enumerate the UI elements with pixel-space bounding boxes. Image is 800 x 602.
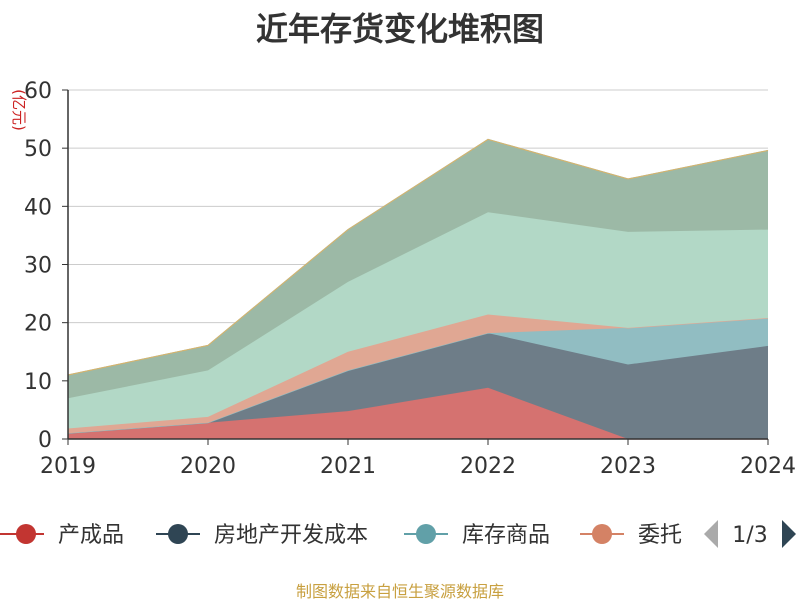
x-tick-label: 2022	[460, 454, 516, 479]
stack-top-outline	[67, 138, 769, 376]
legend-label: 房地产开发成本	[214, 523, 368, 548]
label-layer: 0 10 20 30 40 50 60 2019 2020 2021 2022 2023 2024 (亿元…	[10, 79, 796, 479]
y-tick-label: 40	[24, 195, 52, 220]
data-source-note: 制图数据来自恒生聚源数据库	[295, 582, 504, 601]
legend-item-0[interactable]: 产成品	[0, 523, 124, 548]
legend-label: 委托	[638, 523, 682, 548]
x-tick-label: 2019	[40, 454, 96, 479]
legend-marker	[16, 524, 36, 544]
y-tick-label: 50	[24, 137, 52, 162]
axis-layer	[62, 89, 769, 445]
y-tick-label: 10	[24, 370, 52, 395]
legend-marker	[416, 524, 436, 544]
y-tick-label: 30	[24, 254, 52, 279]
legend[interactable]: 产成品 房地产开发成本 库存商品 委托 1/3	[0, 520, 796, 548]
y-tick-label: 0	[38, 428, 52, 453]
x-tick-label: 2020	[180, 454, 236, 479]
legend-item-2[interactable]: 库存商品	[404, 523, 550, 548]
legend-page-indicator: 1/3	[732, 523, 767, 548]
legend-label: 产成品	[58, 523, 124, 548]
y-unit-label: (亿元)	[10, 89, 28, 131]
y-tick-label: 20	[24, 312, 52, 337]
area-series-4[interactable]	[68, 212, 768, 429]
x-tick-label: 2021	[320, 454, 376, 479]
x-tick-label: 2023	[600, 454, 656, 479]
chart-title: 近年存货变化堆积图	[255, 10, 544, 48]
legend-prev-page-icon[interactable]	[704, 520, 718, 548]
legend-item-1[interactable]: 房地产开发成本	[156, 523, 368, 548]
area-layer	[67, 138, 769, 440]
area-series-2[interactable]	[68, 318, 768, 434]
legend-marker	[592, 524, 612, 544]
area-series-1[interactable]	[68, 333, 768, 439]
area-series-3[interactable]	[68, 314, 768, 434]
legend-item-3[interactable]: 委托	[580, 523, 682, 548]
area-series-5[interactable]	[68, 139, 768, 399]
y-tick-label: 60	[24, 79, 52, 104]
legend-label: 库存商品	[462, 523, 550, 548]
legend-next-page-icon[interactable]	[782, 520, 796, 548]
legend-marker	[168, 524, 188, 544]
x-tick-label: 2024	[740, 454, 796, 479]
legend-pager[interactable]: 1/3	[704, 520, 796, 548]
